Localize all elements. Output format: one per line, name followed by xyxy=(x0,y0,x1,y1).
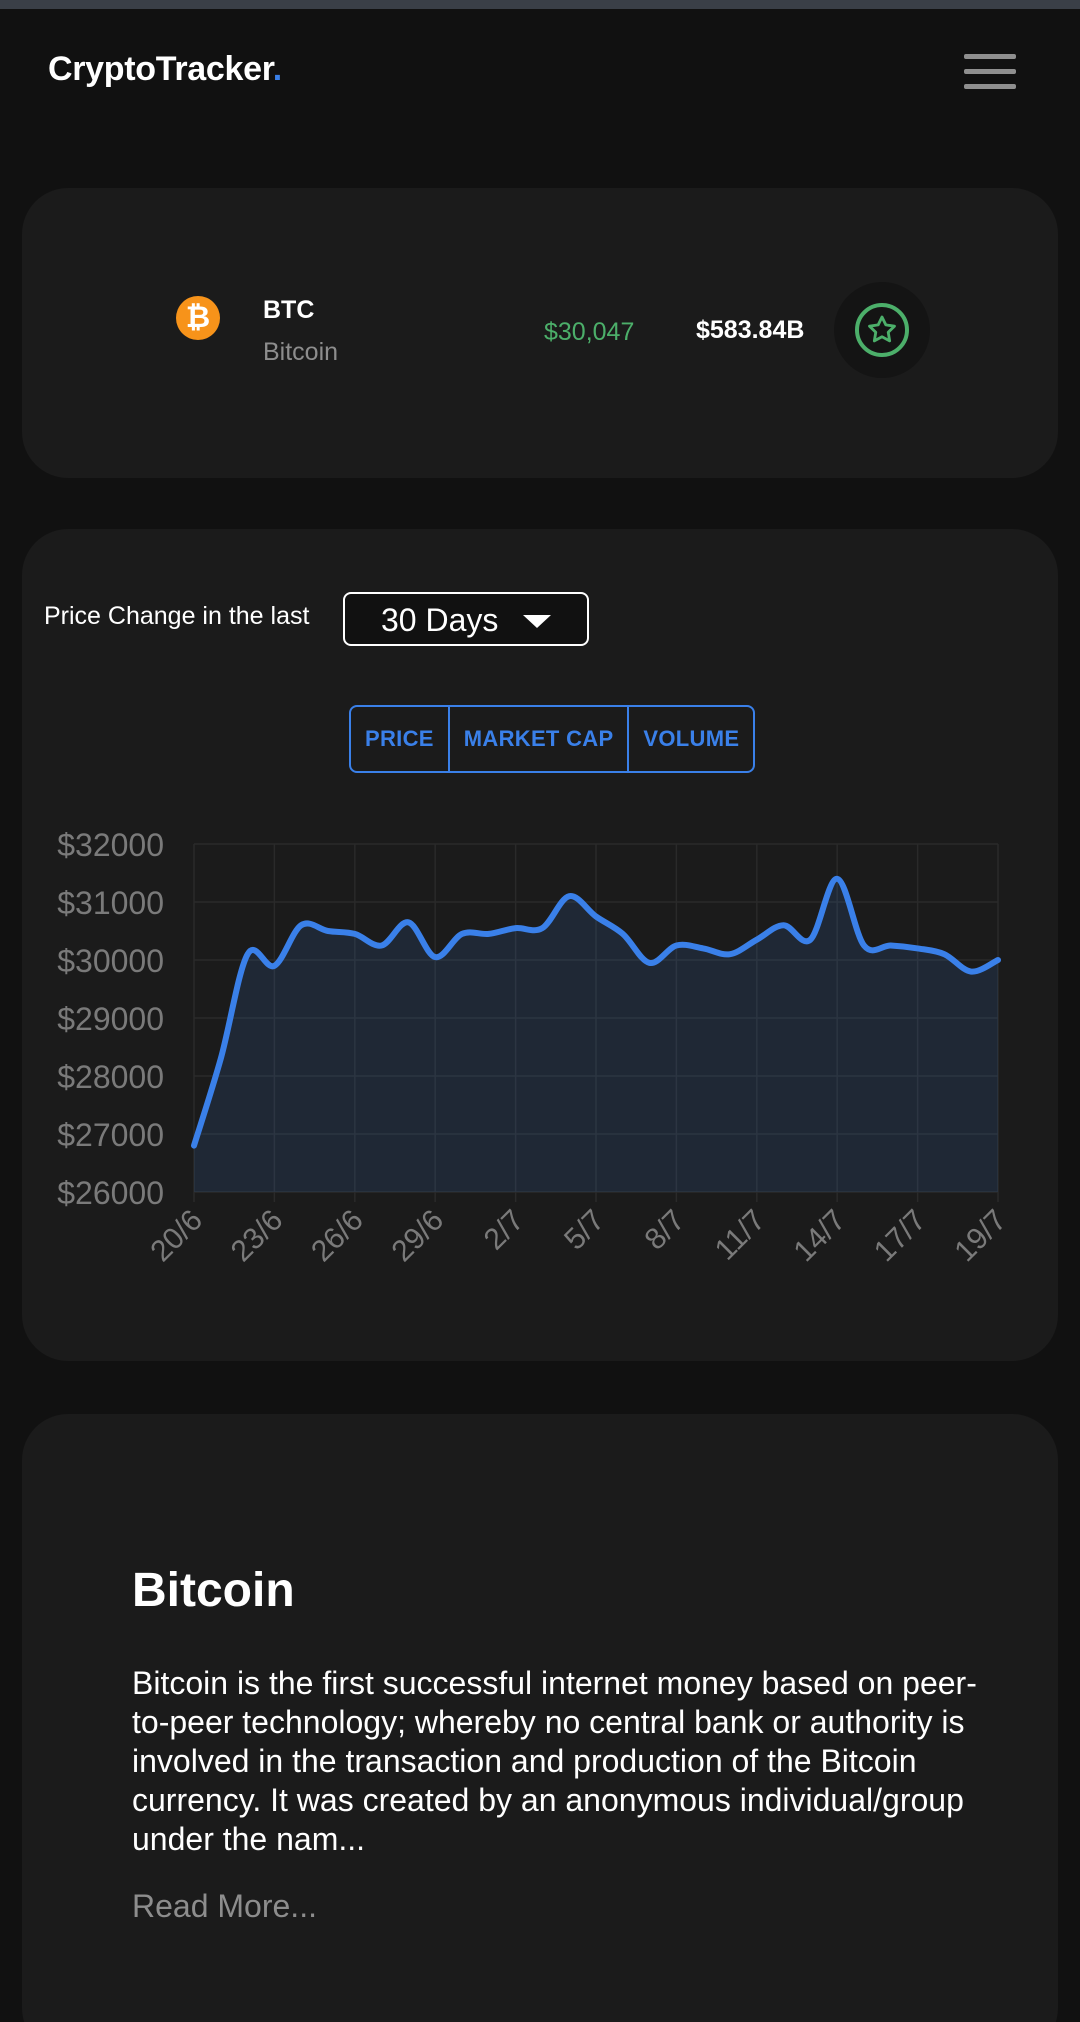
app-logo[interactable]: CryptoTracker. xyxy=(48,50,282,89)
y-tick-label: $27000 xyxy=(57,1117,164,1153)
read-more-link[interactable]: Read More... xyxy=(132,1888,317,1924)
coin-symbol: BTC xyxy=(263,296,315,324)
logo-text: CryptoTracker xyxy=(48,50,273,88)
range-select-value: 30 Days xyxy=(381,602,499,638)
range-select[interactable]: 30 Days xyxy=(343,592,589,646)
x-tick-label: 17/7 xyxy=(868,1204,933,1269)
x-tick-label: 20/6 xyxy=(144,1204,209,1269)
chevron-down-icon xyxy=(523,615,551,628)
tab-market-cap[interactable]: MARKET CAP xyxy=(447,707,628,771)
range-label: Price Change in the last xyxy=(44,602,310,630)
coin-name: Bitcoin xyxy=(263,338,339,366)
chart-type-tabs: PRICE MARKET CAP VOLUME xyxy=(349,705,756,773)
x-tick-label: 19/7 xyxy=(948,1204,1013,1269)
price-chart-card: Price Change in the last 30 Days PRICE M… xyxy=(22,529,1058,1361)
favorite-button[interactable] xyxy=(834,282,930,378)
coin-market-cap: $583.84B xyxy=(696,316,805,344)
top-border xyxy=(0,0,1080,9)
x-tick-label: 5/7 xyxy=(558,1204,611,1257)
coin-info-card: Bitcoin Bitcoin is the first successful … xyxy=(22,1414,1058,2022)
logo-dot: . xyxy=(272,50,282,88)
series-area-fill xyxy=(194,878,998,1192)
y-tick-label: $26000 xyxy=(57,1175,164,1211)
hamburger-menu-icon[interactable] xyxy=(964,54,1016,90)
y-tick-label: $29000 xyxy=(57,1001,164,1037)
series-line xyxy=(191,875,1001,1149)
x-tick-label: 23/6 xyxy=(225,1204,290,1269)
coin-title: Bitcoin xyxy=(132,1564,295,1617)
star-icon xyxy=(855,303,909,357)
x-tick-label: 14/7 xyxy=(788,1204,853,1269)
y-tick-label: $32000 xyxy=(57,827,164,863)
coin-description: Bitcoin is the first successful internet… xyxy=(132,1665,977,1857)
x-tick-label: 29/6 xyxy=(386,1204,451,1269)
tab-price[interactable]: PRICE xyxy=(365,726,434,751)
x-tick-label: 2/7 xyxy=(478,1204,531,1257)
y-tick-label: $28000 xyxy=(57,1059,164,1095)
bitcoin-icon: ₿ xyxy=(176,296,220,340)
y-tick-label: $30000 xyxy=(57,943,164,979)
coin-price: $30,047 xyxy=(544,318,635,346)
coin-summary-card: ₿ BTC Bitcoin $30,047 $583.84B xyxy=(22,188,1058,478)
price-chart: $32000 $31000 $30000 $29000 $28000 $27000 $260… xyxy=(57,827,1013,1269)
x-tick-label: 8/7 xyxy=(639,1204,692,1257)
tab-volume[interactable]: VOLUME xyxy=(627,707,753,771)
y-tick-label: $31000 xyxy=(57,885,164,921)
x-tick-label: 26/6 xyxy=(305,1204,370,1269)
x-tick-label: 11/7 xyxy=(709,1204,772,1267)
